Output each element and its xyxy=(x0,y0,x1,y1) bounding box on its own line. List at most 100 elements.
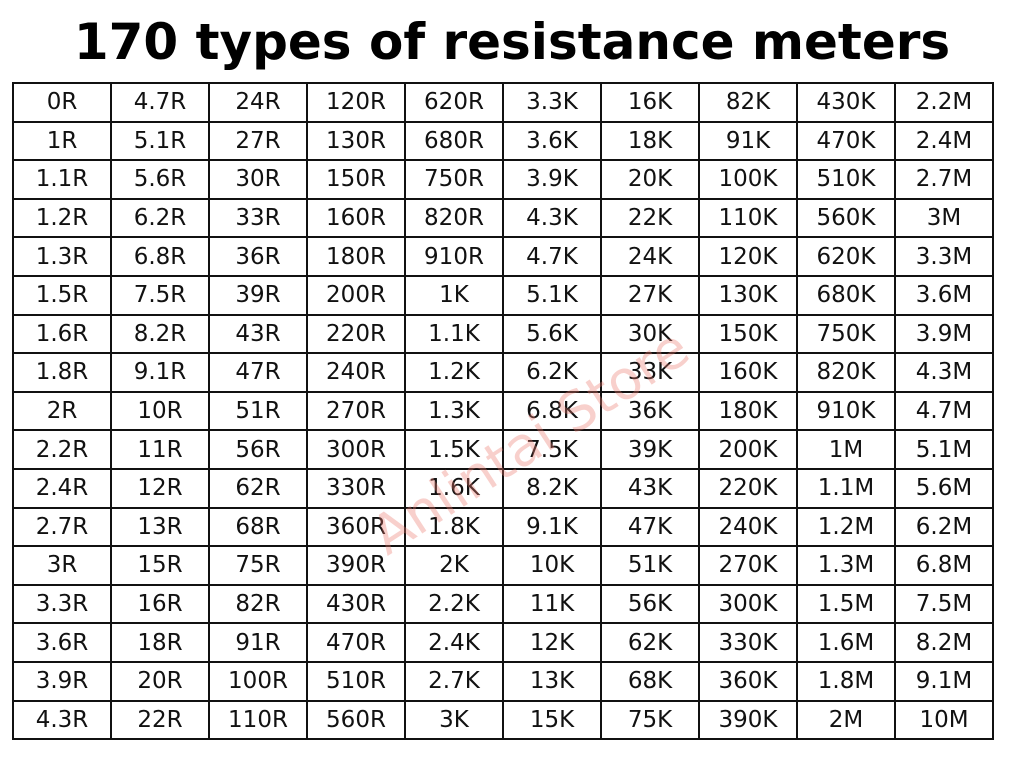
table-cell: 1.6K xyxy=(404,467,504,509)
table-cell: 56R xyxy=(208,429,308,470)
table-cell: 560K xyxy=(796,197,896,239)
resistor-table: 0R 4.7R 24R 120R 620R 3.3K 16K 82K 430K 2.2M 1R 5.1… xyxy=(12,82,994,741)
table-cell: 36K xyxy=(600,390,700,432)
table-cell: 18R xyxy=(110,622,210,663)
table-cell: 5.6M xyxy=(894,467,994,509)
table-cell: 2.4M xyxy=(894,120,994,162)
table-row: 3.3R 16R 82R 430R 2.2K 11K 56K 300K 1.5M 7.5M xyxy=(12,583,994,625)
table-cell: 3K xyxy=(404,699,504,741)
table-cell: 75R xyxy=(208,545,308,586)
table-cell: 6.8R xyxy=(110,236,210,277)
table-cell: 24K xyxy=(600,236,700,277)
table-cell: 430K xyxy=(796,82,896,123)
table-cell: 8.2M xyxy=(894,622,994,663)
table-cell: 200K xyxy=(698,429,798,470)
table-cell: 6.8K xyxy=(502,390,602,432)
table-cell: 3M xyxy=(894,197,994,239)
table-cell: 3.6R xyxy=(12,622,112,663)
table-cell: 360K xyxy=(698,660,798,702)
table-cell: 2.7M xyxy=(894,159,994,200)
table-cell: 3R xyxy=(12,545,112,586)
table-cell: 1.6R xyxy=(12,313,112,355)
table-cell: 1.5K xyxy=(404,429,504,470)
table-cell: 43R xyxy=(208,313,308,355)
table-cell: 1.8M xyxy=(796,660,896,702)
table-cell: 910K xyxy=(796,390,896,432)
table-cell: 2M xyxy=(796,699,896,741)
table-cell: 47R xyxy=(208,352,308,393)
table-cell: 91R xyxy=(208,622,308,663)
table-cell: 510K xyxy=(796,159,896,200)
table-cell: 200R xyxy=(306,274,406,316)
table-cell: 33R xyxy=(208,197,308,239)
table-cell: 1.3R xyxy=(12,236,112,277)
table-cell: 3.3M xyxy=(894,236,994,277)
table-cell: 11R xyxy=(110,429,210,470)
table-cell: 620R xyxy=(404,82,504,123)
table-cell: 8.2K xyxy=(502,467,602,509)
table-row: 1.5R 7.5R 39R 200R 1K 5.1K 27K 130K 680K 3.6M xyxy=(12,274,994,316)
table-cell: 750R xyxy=(404,159,504,200)
table-row: 1.1R 5.6R 30R 150R 750R 3.9K 20K 100K 510K 2.7M xyxy=(12,159,994,200)
table-cell: 10K xyxy=(502,545,602,586)
table-cell: 110K xyxy=(698,197,798,239)
table-cell: 6.2R xyxy=(110,197,210,239)
table-cell: 750K xyxy=(796,313,896,355)
table-cell: 910R xyxy=(404,236,504,277)
table-cell: 39K xyxy=(600,429,700,470)
table-cell: 27R xyxy=(208,120,308,162)
table-cell: 68R xyxy=(208,506,308,548)
table-cell: 3.6K xyxy=(502,120,602,162)
table-cell: 5.1M xyxy=(894,429,994,470)
table-cell: 560R xyxy=(306,699,406,741)
table-cell: 5.1R xyxy=(110,120,210,162)
table-row: 3.6R 18R 91R 470R 2.4K 12K 62K 330K 1.6M 8.2M xyxy=(12,622,994,663)
table-cell: 39R xyxy=(208,274,308,316)
table-cell: 220R xyxy=(306,313,406,355)
table-cell: 68K xyxy=(600,660,700,702)
table-cell: 10R xyxy=(110,390,210,432)
table-cell: 11K xyxy=(502,583,602,625)
table-cell: 30R xyxy=(208,159,308,200)
table-cell: 15K xyxy=(502,699,602,741)
table-cell: 1.1K xyxy=(404,313,504,355)
table-cell: 4.3R xyxy=(12,699,112,741)
table-cell: 3.6M xyxy=(894,274,994,316)
table-row: 1.6R 8.2R 43R 220R 1.1K 5.6K 30K 150K 750K 3.9M xyxy=(12,313,994,355)
table-cell: 16K xyxy=(600,82,700,123)
table-cell: 1.8R xyxy=(12,352,112,393)
table-cell: 300R xyxy=(306,429,406,470)
table-row: 2.7R 13R 68R 360R 1.8K 9.1K 47K 240K 1.2M 6.2M xyxy=(12,506,994,548)
table-cell: 51K xyxy=(600,545,700,586)
table-cell: 12R xyxy=(110,467,210,509)
table-cell: 2R xyxy=(12,390,112,432)
table-cell: 620K xyxy=(796,236,896,277)
table-cell: 51R xyxy=(208,390,308,432)
table-cell: 24R xyxy=(208,82,308,123)
table-cell: 2.4R xyxy=(12,467,112,509)
table-cell: 4.7R xyxy=(110,82,210,123)
table-cell: 1.3M xyxy=(796,545,896,586)
table-cell: 22R xyxy=(110,699,210,741)
table-cell: 6.2K xyxy=(502,352,602,393)
table-cell: 27K xyxy=(600,274,700,316)
table-cell: 150R xyxy=(306,159,406,200)
table-row: 3R 15R 75R 390R 2K 10K 51K 270K 1.3M 6.8M xyxy=(12,545,994,586)
table-cell: 82R xyxy=(208,583,308,625)
table-cell: 1.5R xyxy=(12,274,112,316)
table-cell: 6.8M xyxy=(894,545,994,586)
table-cell: 5.6R xyxy=(110,159,210,200)
table-cell: 75K xyxy=(600,699,700,741)
table-cell: 220K xyxy=(698,467,798,509)
table-cell: 330R xyxy=(306,467,406,509)
table-cell: 130R xyxy=(306,120,406,162)
table-cell: 270K xyxy=(698,545,798,586)
table-cell: 0R xyxy=(12,82,112,123)
table-cell: 470K xyxy=(796,120,896,162)
table-cell: 270R xyxy=(306,390,406,432)
table-cell: 4.3M xyxy=(894,352,994,393)
table-row: 2.2R 11R 56R 300R 1.5K 7.5K 39K 200K 1M 5.1M xyxy=(12,429,994,470)
table-cell: 10M xyxy=(894,699,994,741)
table-cell: 7.5K xyxy=(502,429,602,470)
